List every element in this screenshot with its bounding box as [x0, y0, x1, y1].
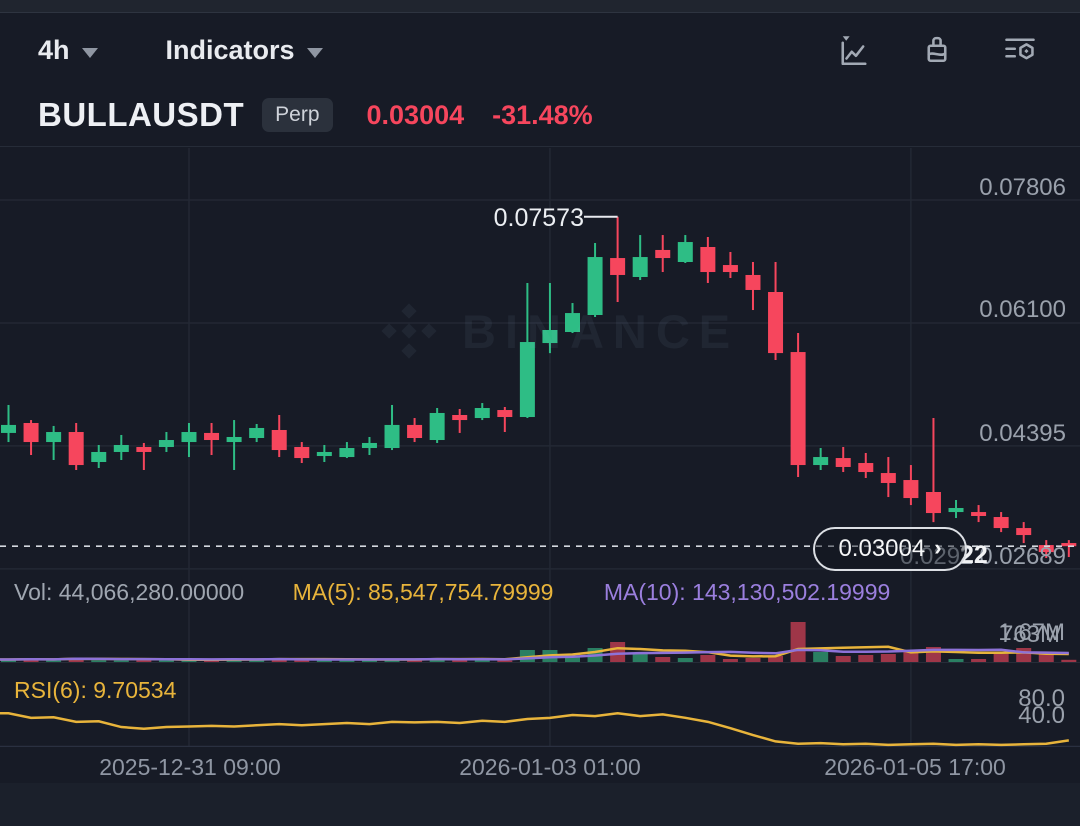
volume-ma5-label: MA(5): 85,547,754.79999	[292, 579, 554, 605]
indicators-dropdown[interactable]: Indicators	[166, 35, 323, 66]
high-price-annotation: 0.07573	[493, 204, 584, 232]
chart-style-button[interactable]	[836, 33, 872, 69]
volume-value-label: Vol: 44,066,280.00000	[14, 579, 245, 605]
price-axis-tick-2: 0.06100	[979, 296, 1066, 323]
price-axis-tick-4: 0.02689	[979, 543, 1066, 570]
volume-axis-label-1: 1.67M	[998, 619, 1065, 646]
time-axis-tick-1: 2025-12-31 09:00	[99, 754, 281, 780]
last-price-tag-value: 0.03004	[838, 535, 926, 562]
chevron-down-icon	[81, 47, 98, 58]
candlestick-chart-canvas[interactable]	[0, 148, 1080, 747]
rsi-indicator-header[interactable]: RSI(6): 9.70534	[14, 677, 177, 703]
drawing-brush-button[interactable]	[919, 33, 955, 69]
contract-type-badge: Perp	[262, 98, 333, 132]
timeframe-dropdown[interactable]: 4h	[38, 35, 98, 66]
chevron-right-icon: ›	[934, 534, 942, 560]
volume-axis-label-2: 763M	[999, 621, 1060, 648]
indicators-label: Indicators	[165, 35, 295, 65]
chart-toolbar: 4h Indicators	[0, 13, 1080, 88]
rsi-axis-label-80: 80.0	[1018, 685, 1065, 712]
price-change-percent: -31.48%	[492, 99, 593, 130]
chart-style-icon	[841, 35, 867, 65]
volume-axis-labels: 1.67M 763M	[955, 619, 1065, 649]
last-price: 0.03004	[366, 99, 465, 130]
price-axis-tick-3: 0.04395	[979, 420, 1066, 447]
time-axis-tick-2: 2026-01-03 01:00	[459, 754, 641, 780]
last-price-tag[interactable]: 0.03004 ›	[813, 527, 967, 571]
toolbar-icons	[836, 33, 1080, 69]
time-axis-tick-3: 2026-01-05 17:00	[824, 754, 1006, 780]
indicator-settings-button[interactable]	[1002, 33, 1038, 69]
top-strip	[0, 0, 1080, 13]
volume-ma10-label: MA(10): 143,130,502.19999	[603, 579, 891, 605]
symbol-header: BULLAUSDT Perp 0.03004 -31.48%	[38, 96, 593, 134]
price-axis-tick-1: 0.07806	[979, 174, 1066, 201]
chevron-down-icon	[306, 47, 323, 58]
symbol-name: BULLAUSDT	[38, 96, 245, 133]
volume-indicator-header[interactable]: Vol: 44,066,280.00000 MA(5): 85,547,754.…	[14, 579, 890, 606]
timeframe-label: 4h	[38, 35, 70, 65]
rsi-axis-label-40: 40.0	[1018, 702, 1065, 729]
header-divider	[0, 146, 1080, 147]
brush-icon	[927, 36, 947, 62]
indicator-settings-icon	[1005, 37, 1035, 59]
bottom-spacer	[0, 783, 1080, 826]
